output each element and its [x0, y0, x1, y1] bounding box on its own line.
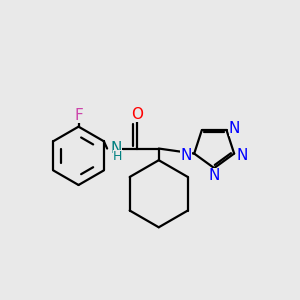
Text: F: F — [74, 108, 83, 123]
Text: N: N — [208, 168, 220, 183]
Text: N: N — [229, 121, 240, 136]
Text: N: N — [237, 148, 248, 163]
Text: O: O — [131, 107, 143, 122]
Text: N: N — [180, 148, 192, 163]
Text: N: N — [111, 141, 122, 156]
Text: H: H — [113, 150, 123, 163]
